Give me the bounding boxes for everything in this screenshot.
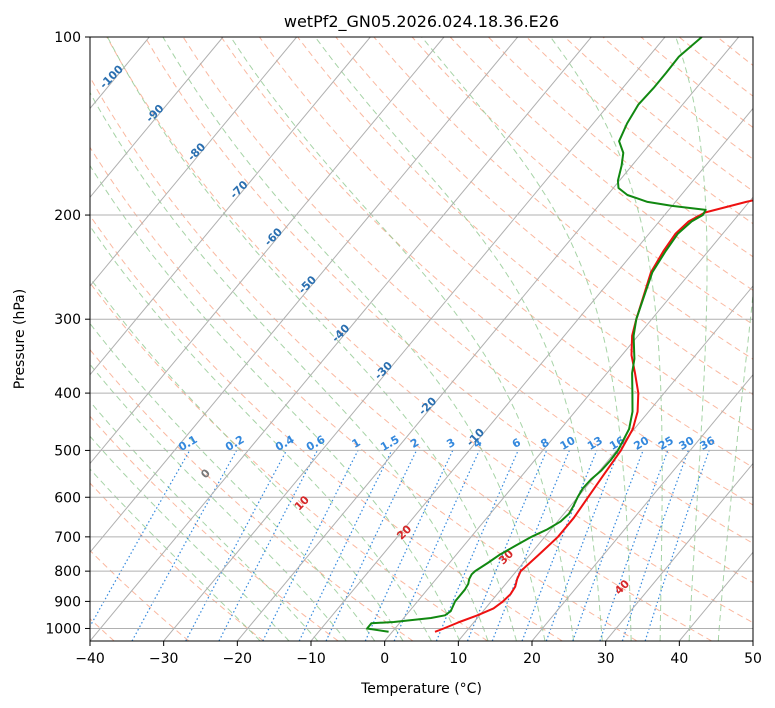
- moist-adiabat-line: [421, 37, 632, 641]
- y-axis-label: Pressure (hPa): [12, 289, 28, 389]
- isotherm-line: [531, 373, 753, 641]
- isotherm-line: [90, 37, 519, 554]
- moist-adiabat-line: [90, 363, 347, 641]
- x-tick-label: −40: [75, 651, 105, 667]
- dry-adiabat-line: [411, 37, 753, 326]
- x-tick-label: −10: [296, 651, 326, 667]
- x-axis: −40 −30 −20 −10 0 10 20 30 40 50: [75, 641, 762, 667]
- y-tick-label: 900: [54, 594, 81, 610]
- mixing-ratio-line: [521, 450, 598, 641]
- moist-adiabat-line: [107, 37, 517, 641]
- moist-adiabat-line: [90, 91, 489, 641]
- y-tick-label: 200: [54, 208, 81, 224]
- y-axis: 100 200 300 400 500 600 700 800 900 1000: [45, 30, 90, 637]
- dry-adiabat-line: [297, 37, 753, 432]
- isotherm-line: [90, 37, 592, 641]
- dry-adiabat-line: [335, 37, 753, 396]
- x-tick-label: −20: [223, 651, 253, 667]
- y-tick-label: 300: [54, 312, 81, 328]
- mixing-ratio-line: [621, 450, 689, 641]
- dry-adiabat-line: [373, 37, 753, 360]
- y-tick-label: 600: [54, 490, 81, 506]
- mixing-ratio-line: [491, 450, 570, 641]
- dry-adiabat-line: [90, 348, 414, 641]
- dry-adiabat-line: [90, 282, 488, 641]
- mixing-ratio-line: [545, 450, 620, 641]
- y-tick-label: 700: [54, 530, 81, 546]
- chart-title: wetPf2_GN05.2026.024.18.36.E26: [284, 12, 559, 32]
- y-tick-label: 100: [54, 30, 81, 46]
- x-tick-label: 30: [597, 651, 615, 667]
- y-tick-label: 400: [54, 386, 81, 402]
- isotherm-line: [90, 37, 371, 376]
- dewpoint-profile-line: [366, 37, 707, 633]
- mixing-ratio-line: [599, 450, 669, 641]
- moist-adiabat-line: [717, 290, 753, 641]
- isotherm-line: [384, 196, 753, 641]
- x-tick-label: 50: [744, 651, 762, 667]
- isotherm-line: [163, 37, 666, 641]
- isotherm-line: [90, 37, 224, 199]
- moist-adiabat-line: [90, 164, 461, 641]
- mixing-ratio-line: [572, 450, 644, 641]
- y-tick-label: 500: [54, 443, 81, 459]
- profile-lines: [366, 37, 753, 633]
- mixing-ratio-line: [262, 450, 359, 641]
- moist-adiabat-line: [90, 277, 404, 641]
- plot-frame: [89, 36, 754, 642]
- mixing-ratio-line: [435, 450, 519, 641]
- x-tick-label: −30: [149, 651, 179, 667]
- mixing-ratio-line: [644, 450, 710, 641]
- y-tick-label: 800: [54, 564, 81, 580]
- y-tick-label: 1000: [45, 621, 81, 637]
- dry-adiabat-line: [90, 76, 712, 641]
- mixing-ratio-line: [90, 450, 191, 628]
- isotherm-line: [605, 462, 753, 641]
- dry-adiabats: [90, 37, 753, 641]
- moist-adiabats: [90, 37, 753, 641]
- x-tick-label: 40: [670, 651, 688, 667]
- mixing-ratio-line: [185, 450, 288, 641]
- mixing-ratio-line: [393, 450, 480, 641]
- moist-adiabat-line: [162, 37, 546, 641]
- isotherm-line: [236, 37, 740, 641]
- x-tick-label: 20: [523, 651, 541, 667]
- isobars: [90, 37, 753, 629]
- moist-adiabat-line: [90, 225, 432, 641]
- dry-adiabat-line: [90, 482, 264, 641]
- isotherm-line: [310, 107, 753, 641]
- mixing-ratio-line: [131, 450, 238, 641]
- moist-adiabat-line: [550, 37, 663, 641]
- dry-adiabat-line: [90, 549, 190, 641]
- x-axis-label: Temperature (°C): [360, 681, 482, 697]
- moist-adiabat-line: [675, 37, 708, 641]
- isotherm-line: [457, 285, 753, 641]
- moist-adiabat-line: [90, 322, 376, 641]
- isotherms: [90, 37, 753, 641]
- dry-adiabat-line: [90, 146, 638, 641]
- mixing-ratio-line: [466, 450, 548, 641]
- moist-adiabat-line: [90, 400, 319, 641]
- isotherm-line: [90, 37, 445, 465]
- mixing-ratio-lines: [90, 450, 710, 641]
- x-tick-label: 10: [449, 651, 467, 667]
- moist-adiabat-line: [230, 37, 575, 641]
- x-tick-label: 0: [380, 651, 389, 667]
- isotherm-line: [90, 37, 298, 287]
